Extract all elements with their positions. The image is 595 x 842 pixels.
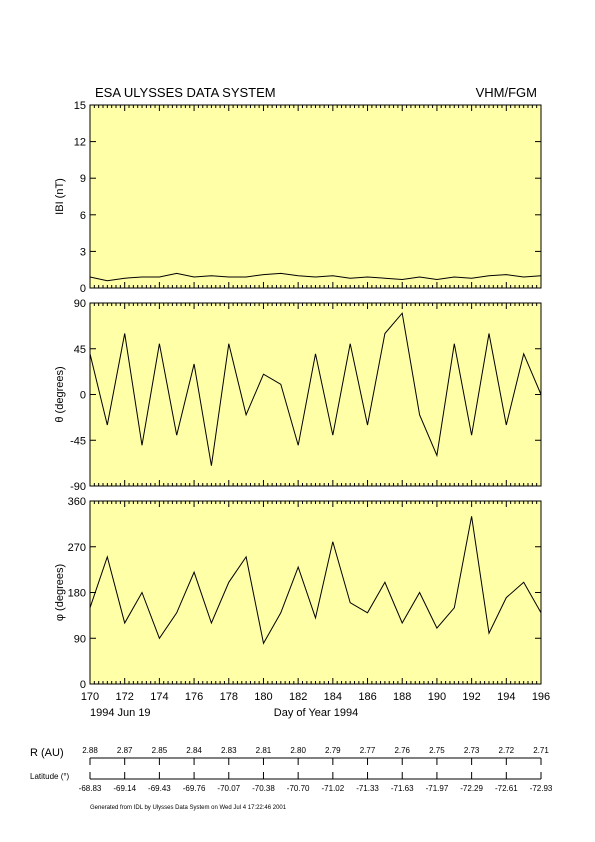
latitude-tick-label: -71.63 (391, 784, 414, 793)
latitude-tick-label: -72.93 (530, 784, 553, 793)
x-tick-label: 172 (116, 691, 134, 703)
y-tick-label: 15 (74, 100, 86, 112)
panel-1: 0 3 6 9 12 15 IBI (nT) (54, 100, 542, 295)
y-tick-label: 45 (74, 344, 86, 356)
latitude-tick-label: -71.33 (356, 784, 379, 793)
latitude-tick-label: -71.02 (322, 784, 345, 793)
x-tick-label: 186 (358, 691, 376, 703)
series-line-1 (89, 312, 542, 466)
x-tick-label: 184 (324, 691, 342, 703)
y-tick-label: 9 (80, 173, 86, 185)
y-axis-label: φ (degrees) (54, 564, 66, 621)
x-tick-label: 194 (497, 691, 515, 703)
x-tick-label: 190 (428, 691, 446, 703)
x-tick-label: 170 (81, 691, 99, 703)
x-axis: 170 172 174 176 178 180 182 184 186 188 190 192 194 1… (81, 691, 550, 703)
distance-tick-label: 2.73 (464, 746, 480, 755)
y-tick-label: 90 (74, 633, 86, 645)
x-axis-title: Day of Year 1994 (274, 707, 358, 719)
distance-tick-label: 2.88 (82, 746, 98, 755)
y-axis-label: θ (degrees) (54, 366, 66, 422)
latitude-tick-label: -70.07 (217, 784, 240, 793)
y-tick-label: -45 (70, 435, 86, 447)
date-label: 1994 Jun 19 (90, 707, 151, 719)
y-tick-label: 270 (68, 542, 86, 554)
latitude-tick-label: -69.14 (113, 784, 136, 793)
y-tick-label: 0 (80, 679, 86, 691)
latitude-tick-label: -69.43 (148, 784, 171, 793)
distance-axis: 2.88 2.87 2.85 2.84 2.83 2.81 2.80 2.79 2.77 2.76… (82, 746, 549, 765)
panel-3: 0 90 180 270 360 φ (degrees) (54, 496, 542, 691)
x-tick-label: 192 (462, 691, 480, 703)
distance-tick-label: 2.77 (360, 746, 376, 755)
x-tick-label: 176 (185, 691, 203, 703)
x-tick-label: 180 (254, 691, 272, 703)
footer-generated: Generated from IDL by Ulysses Data Syste… (90, 805, 287, 811)
latitude-axis: -68.83 -69.14 -69.43 -69.76 -70.07 -70.38 -70.… (79, 772, 553, 793)
x-tick-label: 178 (220, 691, 238, 703)
distance-tick-label: 2.85 (152, 746, 168, 755)
latitude-tick-label: -68.83 (79, 784, 102, 793)
x-tick-label: 182 (289, 691, 307, 703)
y-tick-label: 90 (74, 298, 86, 310)
distance-tick-label: 2.81 (256, 746, 272, 755)
y-tick-label: 360 (68, 496, 86, 508)
distance-axis-label: R (AU) (30, 747, 64, 759)
latitude-tick-label: -70.70 (287, 784, 310, 793)
panel-frame (89, 104, 542, 289)
distance-tick-label: 2.83 (221, 746, 237, 755)
distance-tick-label: 2.80 (290, 746, 306, 755)
latitude-tick-label: -70.38 (252, 784, 275, 793)
x-tick-label: 188 (393, 691, 411, 703)
series-line-1 (89, 272, 542, 282)
y-tick-label: 6 (80, 210, 86, 222)
distance-tick-label: 2.75 (429, 746, 445, 755)
latitude-axis-label: Latitude (°) (30, 772, 70, 781)
distance-tick-label: 2.72 (499, 746, 515, 755)
panel-frame (89, 500, 542, 685)
latitude-tick-label: -72.61 (495, 784, 518, 793)
y-tick-label: 3 (80, 246, 86, 258)
distance-tick-label: 2.79 (325, 746, 341, 755)
y-tick-label: 0 (80, 283, 86, 295)
header-right-title: VHM/FGM (476, 85, 537, 100)
y-axis-label: IBI (nT) (54, 178, 66, 215)
latitude-tick-label: -71.97 (426, 784, 449, 793)
panel-frame (89, 302, 542, 487)
y-tick-label: 12 (74, 137, 86, 149)
x-tick-label: 196 (532, 691, 550, 703)
distance-tick-label: 2.87 (117, 746, 133, 755)
y-tick-label: 0 (80, 390, 86, 402)
x-tick-label: 174 (150, 691, 168, 703)
series-line-1 (89, 516, 542, 645)
distance-tick-label: 2.84 (186, 746, 202, 755)
distance-tick-label: 2.76 (394, 746, 410, 755)
plot-panels: 0 3 6 9 12 15 IBI (nT) -90 -45 0 45 90 θ (degrees) 0 9… (54, 100, 542, 691)
header-left-title: ESA ULYSSES DATA SYSTEM (95, 85, 276, 100)
distance-tick-label: 2.71 (533, 746, 549, 755)
y-tick-label: 180 (68, 588, 86, 600)
y-tick-label: -90 (70, 481, 86, 493)
latitude-tick-label: -69.76 (183, 784, 206, 793)
latitude-tick-label: -72.29 (460, 784, 483, 793)
panel-2: -90 -45 0 45 90 θ (degrees) (54, 298, 542, 493)
